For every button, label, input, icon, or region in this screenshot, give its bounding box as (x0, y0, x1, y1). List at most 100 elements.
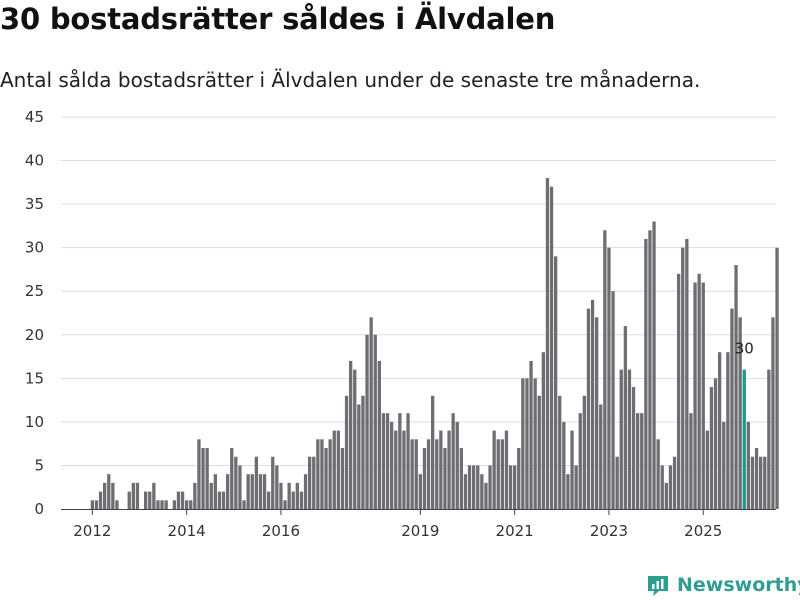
bar (734, 265, 738, 509)
bar (660, 465, 664, 509)
bar (496, 439, 500, 509)
bar (582, 395, 586, 509)
bar (291, 491, 295, 509)
x-tick-label: 2012 (73, 522, 111, 540)
bar (701, 282, 705, 509)
bar (631, 387, 636, 509)
bar (103, 482, 107, 509)
bar (390, 421, 394, 509)
bar (221, 491, 226, 509)
bar (258, 474, 263, 509)
bar (193, 482, 197, 509)
bar (578, 413, 582, 509)
bar (611, 291, 615, 509)
bar (636, 413, 640, 509)
x-tick-label: 2014 (168, 522, 206, 540)
bar (447, 430, 451, 509)
bar (504, 430, 509, 509)
bar (476, 465, 480, 509)
bar (299, 491, 304, 509)
bar (414, 439, 418, 509)
bar (271, 456, 275, 509)
bar (422, 448, 427, 509)
bar (164, 500, 168, 509)
bar (295, 482, 299, 509)
y-tick-label: 25 (25, 282, 44, 300)
bar (283, 500, 287, 509)
bar (668, 465, 673, 509)
y-tick-label: 45 (25, 108, 44, 126)
bar (275, 465, 279, 509)
bar (599, 404, 603, 509)
bar (709, 387, 714, 509)
bar (566, 474, 570, 509)
bar (242, 500, 246, 509)
bar (451, 413, 455, 509)
bar (279, 482, 283, 509)
brand-name: Newsworthy (677, 574, 800, 596)
bar (357, 404, 361, 509)
bar (722, 421, 726, 509)
bar (750, 456, 755, 509)
chart-subtitle: Antal sålda bostadsrätter i Älvdalen und… (0, 68, 701, 92)
bar (254, 456, 258, 509)
bar (426, 439, 431, 509)
bar (467, 465, 472, 509)
bar (763, 456, 767, 509)
bar (640, 413, 644, 509)
bar (418, 474, 422, 509)
bar (775, 247, 779, 510)
bar (586, 308, 591, 509)
y-tick-label: 35 (25, 195, 44, 213)
bar (726, 352, 730, 509)
bar (545, 177, 550, 510)
bar (176, 491, 181, 509)
bar (615, 456, 619, 509)
bar (353, 369, 357, 509)
bar (697, 273, 701, 509)
bar (398, 413, 402, 509)
bar (385, 413, 390, 509)
bar (267, 491, 271, 509)
bar (549, 186, 554, 509)
bar (381, 413, 386, 509)
bar (533, 378, 537, 509)
bar (250, 474, 254, 509)
bar (652, 221, 656, 509)
bar (562, 421, 566, 509)
chart-title: 30 bostadsrätter såldes i Älvdalen (0, 2, 556, 36)
axes (61, 509, 776, 515)
bar (738, 317, 742, 509)
bar (209, 482, 213, 509)
bar (148, 491, 152, 509)
grid-lines (61, 116, 776, 466)
bar (131, 482, 135, 509)
bar (320, 439, 324, 509)
brand-logo: Newsworthy (645, 570, 800, 600)
bar (230, 448, 234, 509)
x-tick-label: 2016 (262, 522, 300, 540)
bar (537, 395, 541, 509)
bar (718, 352, 722, 509)
bar (459, 448, 463, 509)
bar (246, 474, 250, 509)
x-tick-label: 2019 (401, 522, 439, 540)
bar (308, 456, 312, 509)
bar (685, 238, 689, 509)
bar (463, 474, 468, 509)
bar (213, 474, 217, 509)
bar (340, 448, 345, 509)
bar (156, 500, 160, 509)
bar (160, 500, 164, 509)
y-tick-label: 10 (25, 413, 44, 431)
newsworthy-logo-icon (648, 576, 668, 596)
bar (484, 482, 488, 509)
y-tick-label: 40 (25, 152, 44, 170)
bar (394, 430, 398, 509)
bar (480, 474, 484, 509)
bar (558, 395, 562, 509)
bar (590, 299, 595, 509)
bar (312, 456, 316, 509)
